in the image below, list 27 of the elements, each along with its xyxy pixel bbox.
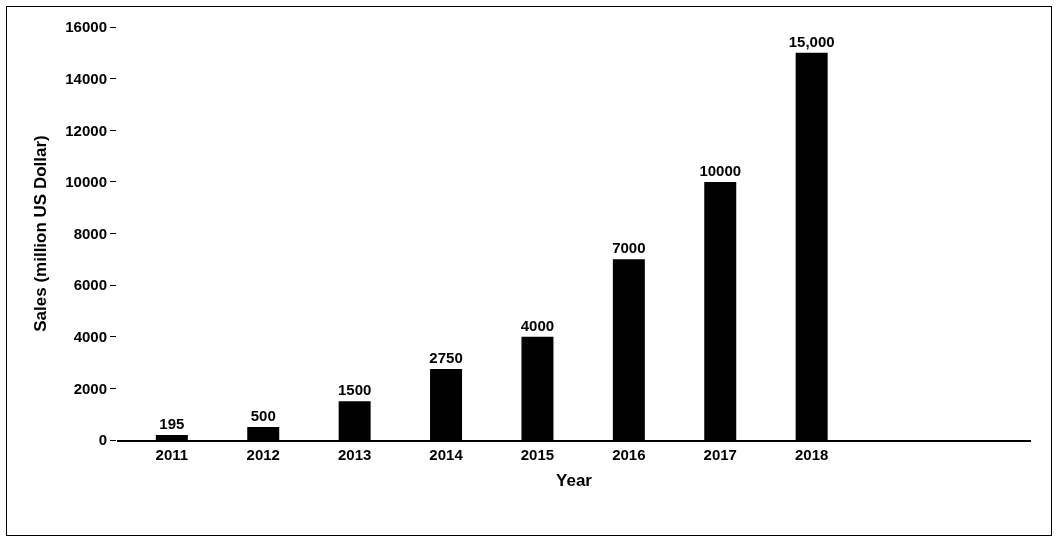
data-label: 2750 — [429, 349, 463, 367]
data-label: 7000 — [612, 239, 646, 257]
y-tick-label: 12000 — [65, 121, 107, 139]
data-label: 500 — [250, 407, 276, 425]
x-tick-label: 2011 — [155, 445, 189, 463]
y-axis-title: Sales (million US Dollar) — [30, 135, 50, 332]
y-tick-label: 10000 — [65, 173, 107, 191]
data-label: 1500 — [337, 381, 372, 399]
data-label: 195 — [159, 414, 185, 432]
x-tick-label: 2012 — [246, 445, 280, 463]
data-label: 4000 — [520, 316, 555, 334]
y-tick-label: 0 — [98, 431, 107, 449]
y-tick-label: 14000 — [65, 69, 107, 87]
x-tick-label: 2017 — [703, 445, 737, 463]
x-tick-label: 2013 — [337, 445, 372, 463]
data-label: 10000 — [699, 161, 742, 179]
y-tick-label: 8000 — [73, 224, 107, 242]
y-tick-label: 4000 — [73, 328, 107, 345]
y-tick-label: 6000 — [73, 276, 107, 294]
x-axis-title: Year — [556, 470, 593, 490]
y-tick-label: 16000 — [65, 18, 107, 36]
x-tick-label: 2018 — [794, 445, 829, 463]
x-tick-label: 2014 — [429, 445, 464, 463]
data-label: 15,000 — [788, 32, 835, 50]
y-tick-label: 2000 — [73, 379, 107, 397]
x-tick-label: 2016 — [612, 445, 646, 463]
x-tick-label: 2015 — [520, 445, 555, 463]
